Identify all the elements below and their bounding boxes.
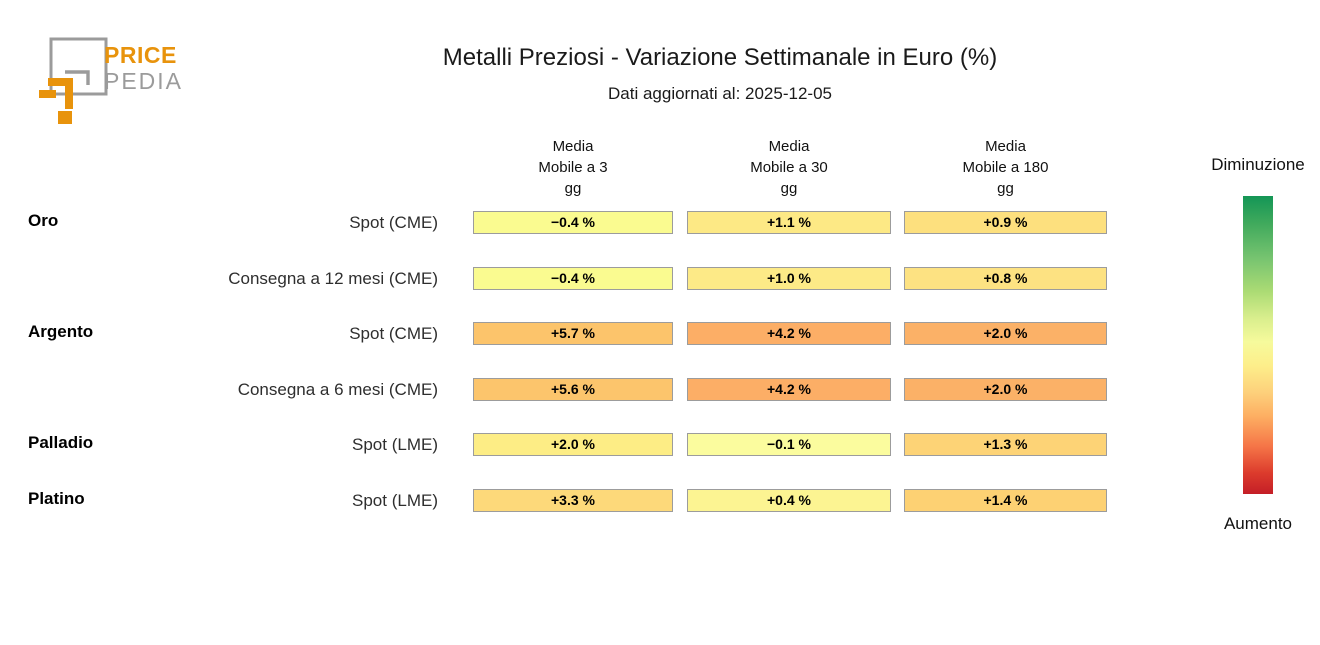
chart-subtitle: Dati aggiornati al: 2025-12-05 — [608, 84, 832, 103]
metal-label: Platino — [28, 489, 85, 508]
series-label: Spot (LME) — [352, 491, 438, 510]
title-block: Metalli Preziosi - Variazione Settimanal… — [120, 0, 1320, 104]
series-label: Consegna a 6 mesi (CME) — [237, 380, 438, 399]
chart-title: Metalli Preziosi - Variazione Settimanal… — [442, 44, 998, 71]
table-row: Argento Spot (CME) +5.7 % +4.2 % +2.0 % — [0, 322, 1150, 345]
logo-word-pedia: PEDIA — [104, 68, 184, 94]
heatmap-cell: −0.4 % — [473, 211, 673, 234]
legend-label-decrease: Diminuzione — [1211, 155, 1305, 174]
column-header-line: gg — [780, 180, 798, 197]
heatmap-cell: −0.1 % — [687, 433, 891, 456]
heatmap-cell: +1.3 % — [904, 433, 1107, 456]
series-label: Spot (LME) — [352, 435, 438, 454]
column-header-line: Mobile a 180 — [962, 159, 1049, 176]
heatmap-cell: +0.8 % — [904, 267, 1107, 290]
heatmap-cell: +4.2 % — [687, 322, 891, 345]
heatmap-cell: +1.4 % — [904, 489, 1107, 512]
table-row: Palladio Spot (LME) +2.0 % −0.1 % +1.3 % — [0, 433, 1150, 456]
logo-word-price: PRICE — [104, 42, 177, 68]
heatmap-cell: +5.6 % — [473, 378, 673, 401]
heatmap-cell: +3.3 % — [473, 489, 673, 512]
column-header-ma180: Media Mobile a 180 gg — [904, 136, 1107, 199]
column-header-line: gg — [997, 180, 1014, 197]
heatmap-cell: +1.1 % — [687, 211, 891, 234]
heatmap-cell: +0.4 % — [687, 489, 891, 512]
column-header-line: Media — [985, 138, 1026, 155]
heatmap-cell: +2.0 % — [473, 433, 673, 456]
table-row: Platino Spot (LME) +3.3 % +0.4 % +1.4 % — [0, 489, 1150, 512]
table-row: Consegna a 12 mesi (CME) −0.4 % +1.0 % +… — [0, 267, 1150, 290]
column-header-line: Mobile a 3 — [538, 159, 608, 176]
column-header-ma3: Media Mobile a 3 gg — [473, 136, 673, 199]
heatmap-cell: +4.2 % — [687, 378, 891, 401]
series-label: Consegna a 12 mesi (CME) — [228, 269, 438, 288]
heatmap-cell: −0.4 % — [473, 267, 673, 290]
pricepedia-logo: PRICE PEDIA — [36, 34, 236, 124]
legend-colorbar — [1243, 196, 1273, 494]
series-label: Spot (CME) — [349, 324, 438, 343]
heatmap-cell: +0.9 % — [904, 211, 1107, 234]
column-header-line: gg — [564, 180, 582, 197]
metal-label: Argento — [28, 322, 94, 341]
table-row: Consegna a 6 mesi (CME) +5.6 % +4.2 % +2… — [0, 378, 1150, 401]
table-row: Oro Spot (CME) −0.4 % +1.1 % +0.9 % — [0, 211, 1150, 234]
column-header-ma30: Media Mobile a 30 gg — [687, 136, 891, 199]
series-label: Spot (CME) — [349, 213, 438, 232]
heatmap-cell: +5.7 % — [473, 322, 673, 345]
column-header-line: Mobile a 30 — [750, 159, 828, 176]
heatmap-cell: +1.0 % — [687, 267, 891, 290]
column-header-line: Media — [768, 138, 810, 155]
heatmap-cell: +2.0 % — [904, 322, 1107, 345]
pricepedia-logo-text: PRICE PEDIA — [104, 42, 183, 94]
heatmap-cell: +2.0 % — [904, 378, 1107, 401]
metal-label: Oro — [28, 211, 59, 230]
pricepedia-logo-icon — [39, 37, 108, 124]
legend-label-increase: Aumento — [1223, 514, 1293, 533]
metal-label: Palladio — [28, 433, 94, 452]
column-header-line: Media — [552, 138, 594, 155]
